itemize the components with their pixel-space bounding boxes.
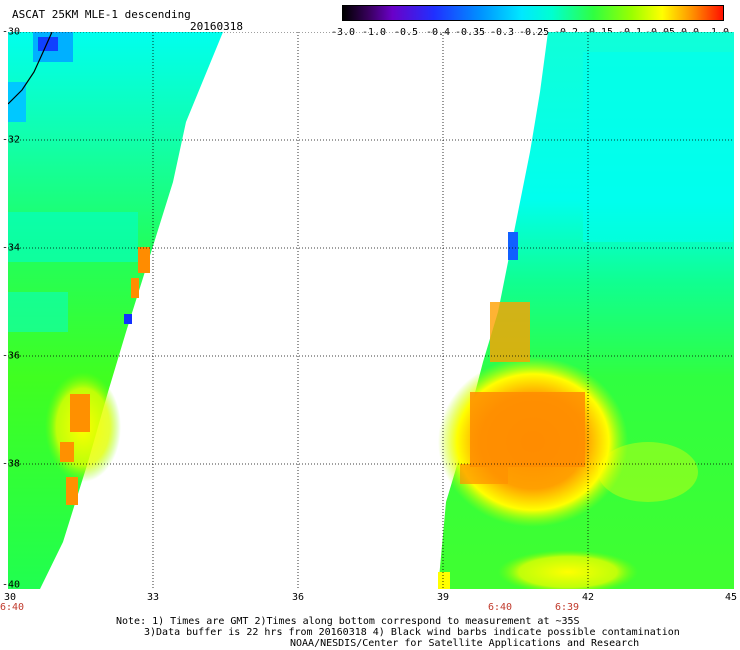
time-label: 6:40 [487, 602, 513, 613]
right-swath [438, 32, 734, 589]
note-line-2: 3)Data buffer is 22 hrs from 20160318 4)… [144, 627, 680, 638]
note-line-1: Note: 1) Times are GMT 2)Times along bot… [116, 616, 580, 627]
lon-label: 36 [291, 592, 305, 603]
colorbar-tick-label: -0.3 [489, 27, 515, 38]
colorbar-tick-label: -0.25 [518, 27, 550, 38]
colorbar-tick-label: -3.0 [330, 27, 356, 38]
colorbar-tick-label: -0.5 [393, 27, 419, 38]
swath-map [8, 32, 734, 589]
map-title: ASCAT 25KM MLE-1 descending [12, 8, 191, 21]
graticule [8, 32, 734, 589]
lon-label: 30 [3, 592, 17, 603]
color-scale-bar [342, 5, 724, 21]
lat-label: -38 [2, 458, 21, 470]
time-label: 6:40 [0, 602, 25, 613]
lat-label: -34 [2, 242, 21, 254]
lon-label: 33 [146, 592, 160, 603]
lat-label: -30 [2, 26, 21, 38]
colorbar-tick-label: -1.0 [361, 27, 387, 38]
lat-label: -32 [2, 134, 21, 146]
colorbar-tick-label: -0.4 [425, 27, 451, 38]
footnotes: Note: 1) Times are GMT 2)Times along bot… [116, 616, 680, 649]
colorbar-tick-label: -0.35 [454, 27, 486, 38]
note-line-3: NOAA/NESDIS/Center for Satellite Applica… [290, 638, 640, 649]
lat-label: -36 [2, 350, 21, 362]
time-label: 6:39 [554, 602, 580, 613]
left-swath [8, 32, 223, 589]
lat-label: -40 [2, 579, 21, 591]
lon-label: 45 [724, 592, 738, 603]
lon-label: 39 [436, 592, 450, 603]
map-date: 20160318 [190, 20, 243, 33]
lon-label: 42 [581, 592, 595, 603]
